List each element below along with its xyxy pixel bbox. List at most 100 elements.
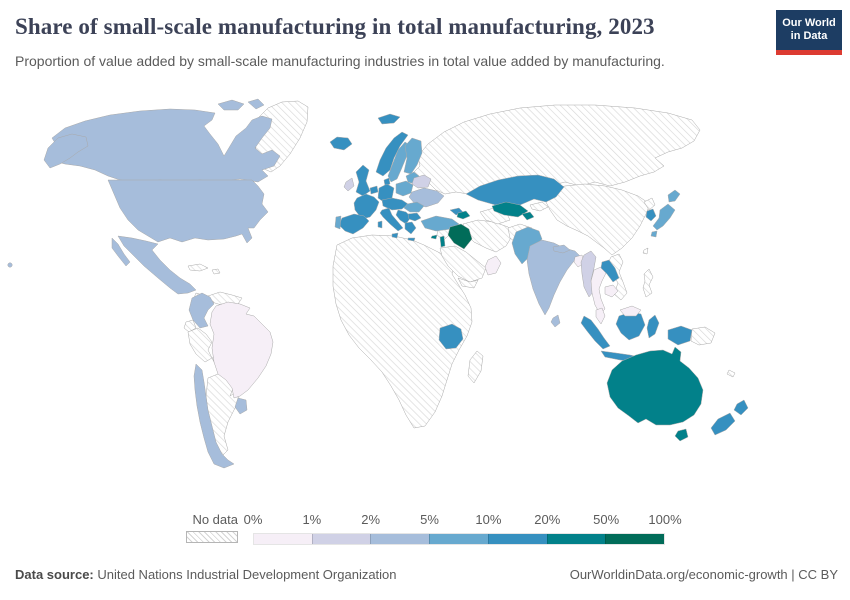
country-japan-hokkaido[interactable] bbox=[667, 189, 681, 203]
owid-link[interactable]: OurWorldinData.org/economic-growth | CC … bbox=[569, 567, 838, 582]
island-svalbard[interactable] bbox=[377, 113, 401, 125]
legend-bin[interactable] bbox=[487, 534, 547, 544]
country-tanzania[interactable] bbox=[438, 323, 464, 350]
country-romania[interactable] bbox=[403, 201, 425, 213]
country-greece[interactable] bbox=[404, 221, 417, 235]
country-peru[interactable] bbox=[187, 327, 213, 363]
island-west-papua[interactable] bbox=[667, 325, 693, 346]
country-mexico-baja[interactable] bbox=[111, 237, 131, 267]
region-benelux[interactable] bbox=[369, 185, 379, 195]
legend-bin[interactable] bbox=[370, 534, 430, 544]
country-japan-kyushu[interactable] bbox=[650, 230, 658, 238]
country-saudi-arabia[interactable] bbox=[439, 245, 487, 283]
country-spain[interactable] bbox=[338, 213, 370, 235]
country-finland[interactable] bbox=[403, 137, 423, 175]
country-philippines[interactable] bbox=[642, 268, 654, 298]
chart-subtitle: Proportion of value added by small-scale… bbox=[15, 53, 665, 69]
country-iraq[interactable] bbox=[447, 223, 473, 250]
legend-bin[interactable] bbox=[546, 534, 606, 544]
region-africa-no-data[interactable] bbox=[332, 234, 473, 429]
data-source-value: United Nations Industrial Development Or… bbox=[93, 567, 397, 582]
legend-no-data-swatch[interactable] bbox=[186, 531, 238, 543]
country-yemen[interactable] bbox=[457, 277, 479, 289]
country-poland[interactable] bbox=[395, 180, 414, 197]
country-new-zealand-south[interactable] bbox=[710, 412, 736, 436]
legend-no-data[interactable]: No data bbox=[186, 512, 238, 543]
country-madagascar[interactable] bbox=[467, 350, 484, 384]
legend-tick-label: 20% bbox=[534, 512, 561, 527]
legend-bin[interactable] bbox=[254, 534, 312, 544]
country-ireland[interactable] bbox=[343, 177, 355, 192]
country-canada-arctic-islands[interactable] bbox=[217, 99, 245, 111]
data-source-label: Data source: bbox=[15, 567, 94, 582]
country-taiwan[interactable] bbox=[642, 247, 649, 255]
legend-bin[interactable] bbox=[311, 534, 371, 544]
legend-no-data-label: No data bbox=[192, 512, 238, 527]
legend-bin[interactable] bbox=[605, 534, 665, 544]
country-france[interactable] bbox=[353, 193, 380, 220]
country-new-zealand-north[interactable] bbox=[733, 399, 749, 416]
island-tasmania[interactable] bbox=[674, 428, 689, 442]
country-australia[interactable] bbox=[606, 346, 704, 426]
country-cyprus[interactable] bbox=[430, 234, 438, 240]
country-chile[interactable] bbox=[193, 363, 235, 469]
country-portugal[interactable] bbox=[334, 215, 342, 230]
country-kyrgyzstan[interactable] bbox=[529, 201, 549, 212]
country-papua-new-guinea[interactable] bbox=[690, 326, 716, 346]
country-colombia[interactable] bbox=[188, 292, 215, 329]
island-sardinia[interactable] bbox=[377, 220, 383, 229]
owid-logo-line2: in Data bbox=[790, 30, 828, 42]
country-cuba[interactable] bbox=[187, 263, 209, 272]
legend-tick-label: 5% bbox=[420, 512, 439, 527]
legend-tick-label: 0% bbox=[243, 512, 263, 527]
country-tajikistan[interactable] bbox=[521, 211, 535, 221]
island-crete[interactable] bbox=[407, 237, 416, 242]
country-denmark[interactable] bbox=[383, 177, 391, 187]
country-norway[interactable] bbox=[375, 131, 409, 177]
country-malaysia-borneo[interactable] bbox=[619, 305, 642, 317]
legend-tick-label: 50% bbox=[593, 512, 620, 527]
island-sicily[interactable] bbox=[391, 232, 399, 239]
country-sri-lanka[interactable] bbox=[550, 314, 561, 328]
island-hawaii[interactable] bbox=[7, 262, 13, 268]
owid-logo: Our World in Data bbox=[776, 10, 842, 55]
country-azerbaijan[interactable] bbox=[456, 210, 471, 220]
legend-labels: 0% 1% 2% 5% 10% 20% 50% 100% bbox=[244, 512, 682, 529]
country-cambodia[interactable] bbox=[604, 284, 619, 298]
country-italy[interactable] bbox=[379, 207, 404, 232]
country-japan-honshu[interactable] bbox=[652, 203, 676, 231]
country-laos[interactable] bbox=[600, 259, 620, 283]
country-south-korea[interactable] bbox=[645, 208, 657, 222]
data-source: Data source: United Nations Industrial D… bbox=[15, 567, 397, 582]
legend-scale-block: 0% 1% 2% 5% 10% 20% 50% 100% bbox=[244, 512, 682, 545]
world-map bbox=[0, 88, 850, 510]
choropleth-map bbox=[7, 98, 749, 469]
country-bulgaria[interactable] bbox=[407, 212, 422, 222]
country-israel[interactable] bbox=[439, 235, 446, 248]
country-mexico[interactable] bbox=[117, 235, 197, 295]
island-hispaniola[interactable] bbox=[211, 268, 221, 275]
country-usa-alaska[interactable] bbox=[43, 133, 89, 169]
legend-tick-label: 2% bbox=[361, 512, 381, 527]
country-brazil[interactable] bbox=[209, 301, 274, 399]
legend-bin[interactable] bbox=[429, 534, 488, 544]
country-oman[interactable] bbox=[484, 255, 502, 276]
legend-scale bbox=[253, 533, 665, 545]
map-legend: No data 0% 1% 2% 5% 10% 20% 50% 100% bbox=[0, 512, 850, 554]
country-united-kingdom[interactable] bbox=[355, 164, 371, 197]
country-belarus[interactable] bbox=[411, 174, 432, 189]
island-new-caledonia[interactable] bbox=[726, 369, 736, 378]
legend-tick-label: 100% bbox=[648, 512, 682, 527]
country-malaysia-peninsula[interactable] bbox=[595, 307, 606, 325]
country-nepal[interactable] bbox=[552, 244, 571, 254]
country-thailand[interactable] bbox=[590, 266, 607, 315]
country-uruguay[interactable] bbox=[234, 397, 248, 415]
country-canada-arctic-islands-2[interactable] bbox=[247, 98, 265, 110]
country-iceland[interactable] bbox=[329, 136, 353, 151]
island-sumatra[interactable] bbox=[580, 315, 611, 350]
chart-title: Share of small-scale manufacturing in to… bbox=[15, 14, 655, 39]
country-usa[interactable] bbox=[107, 179, 269, 244]
country-china[interactable] bbox=[544, 183, 651, 256]
island-sulawesi[interactable] bbox=[646, 314, 660, 339]
country-north-korea[interactable] bbox=[643, 197, 656, 211]
